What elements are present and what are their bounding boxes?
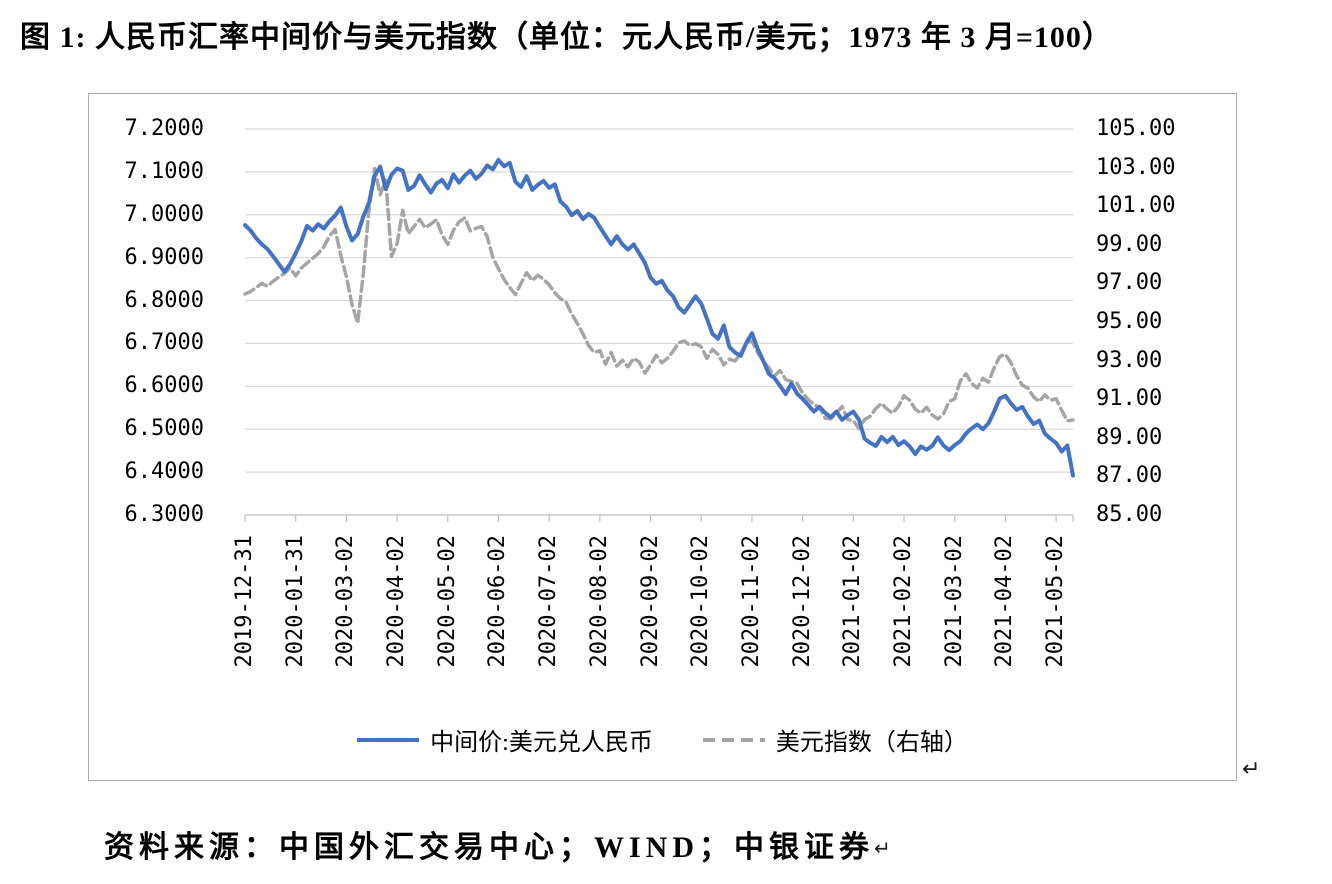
legend-dashed-line-icon <box>702 737 765 742</box>
left-axis-label: 7.0000 <box>124 201 204 227</box>
source-text: 资料来源：中国外汇交易中心；WIND；中银证券 <box>104 831 875 864</box>
figure-title: 图 1: 人民币汇率中间价与美元指数（单位：元人民币/美元；1973 年 3 月… <box>20 21 1113 54</box>
source-line: 资料来源：中国外汇交易中心；WIND；中银证券↵ <box>104 822 891 866</box>
x-axis-label: 2020-11-02 <box>738 535 764 668</box>
left-axis-label: 6.9000 <box>124 244 204 270</box>
left-axis-label: 6.5000 <box>124 416 204 442</box>
x-axis-label: 2020-07-02 <box>536 535 562 668</box>
x-axis-label: 2020-10-02 <box>688 535 714 668</box>
chart-frame <box>88 93 1237 781</box>
legend-label: 中间价:美元兑人民币 <box>430 730 653 756</box>
legend-solid-line-icon <box>357 737 420 742</box>
legend-label: 美元指数（右轴） <box>775 730 968 756</box>
left-axis-label: 6.6000 <box>124 373 204 399</box>
right-axis-label: 103.00 <box>1096 154 1176 180</box>
right-axis-label: 87.00 <box>1096 463 1163 489</box>
return-mark-icon: ↵ <box>1242 756 1261 781</box>
x-axis-label: 2021-05-02 <box>1043 535 1069 668</box>
left-axis-label: 7.2000 <box>124 116 204 141</box>
right-axis-label: 105.00 <box>1096 116 1176 141</box>
x-axis-label: 2020-04-02 <box>384 535 410 668</box>
right-axis-label: 85.00 <box>1096 502 1163 527</box>
x-axis-label: 2020-06-02 <box>485 535 511 668</box>
right-axis-label: 95.00 <box>1096 309 1163 334</box>
x-axis-label: 2020-12-02 <box>789 535 815 668</box>
x-axis-label: 2020-01-31 <box>282 535 308 668</box>
x-axis-label: 2021-02-02 <box>891 535 917 668</box>
x-axis-label: 2020-08-02 <box>586 535 612 668</box>
plot-area <box>243 128 1075 522</box>
right-axis-label: 93.00 <box>1096 347 1163 373</box>
return-mark-icon: ↵ <box>874 838 891 860</box>
left-axis-label: 7.1000 <box>124 158 204 184</box>
chart-legend: 中间价:美元兑人民币 美元指数（右轴） <box>88 722 1237 757</box>
legend-item: 中间价:美元兑人民币 <box>357 722 653 757</box>
legend-item: 美元指数（右轴） <box>702 722 968 757</box>
series-line-midprice <box>243 157 1075 478</box>
right-axis-label: 97.00 <box>1096 270 1163 296</box>
right-axis-label: 89.00 <box>1096 424 1163 450</box>
right-axis-label: 91.00 <box>1096 386 1163 412</box>
left-axis-label: 6.8000 <box>124 287 204 313</box>
x-axis-label: 2020-09-02 <box>637 535 663 668</box>
x-axis-label: 2021-03-02 <box>941 535 967 668</box>
right-axis-label: 101.00 <box>1096 193 1176 219</box>
left-axis-label: 6.7000 <box>124 330 204 356</box>
x-axis-label: 2020-03-02 <box>333 535 359 668</box>
left-axis-label: 6.4000 <box>124 459 204 485</box>
left-axis-label: 6.3000 <box>124 502 204 527</box>
x-axis-label: 2019-12-31 <box>232 535 257 668</box>
x-axis-label: 2020-05-02 <box>434 535 460 668</box>
series-line-usd-index <box>243 166 1075 431</box>
right-axis-label: 99.00 <box>1096 231 1163 257</box>
x-axis-label: 2021-04-02 <box>992 535 1018 668</box>
x-axis-label: 2021-01-02 <box>840 535 866 668</box>
